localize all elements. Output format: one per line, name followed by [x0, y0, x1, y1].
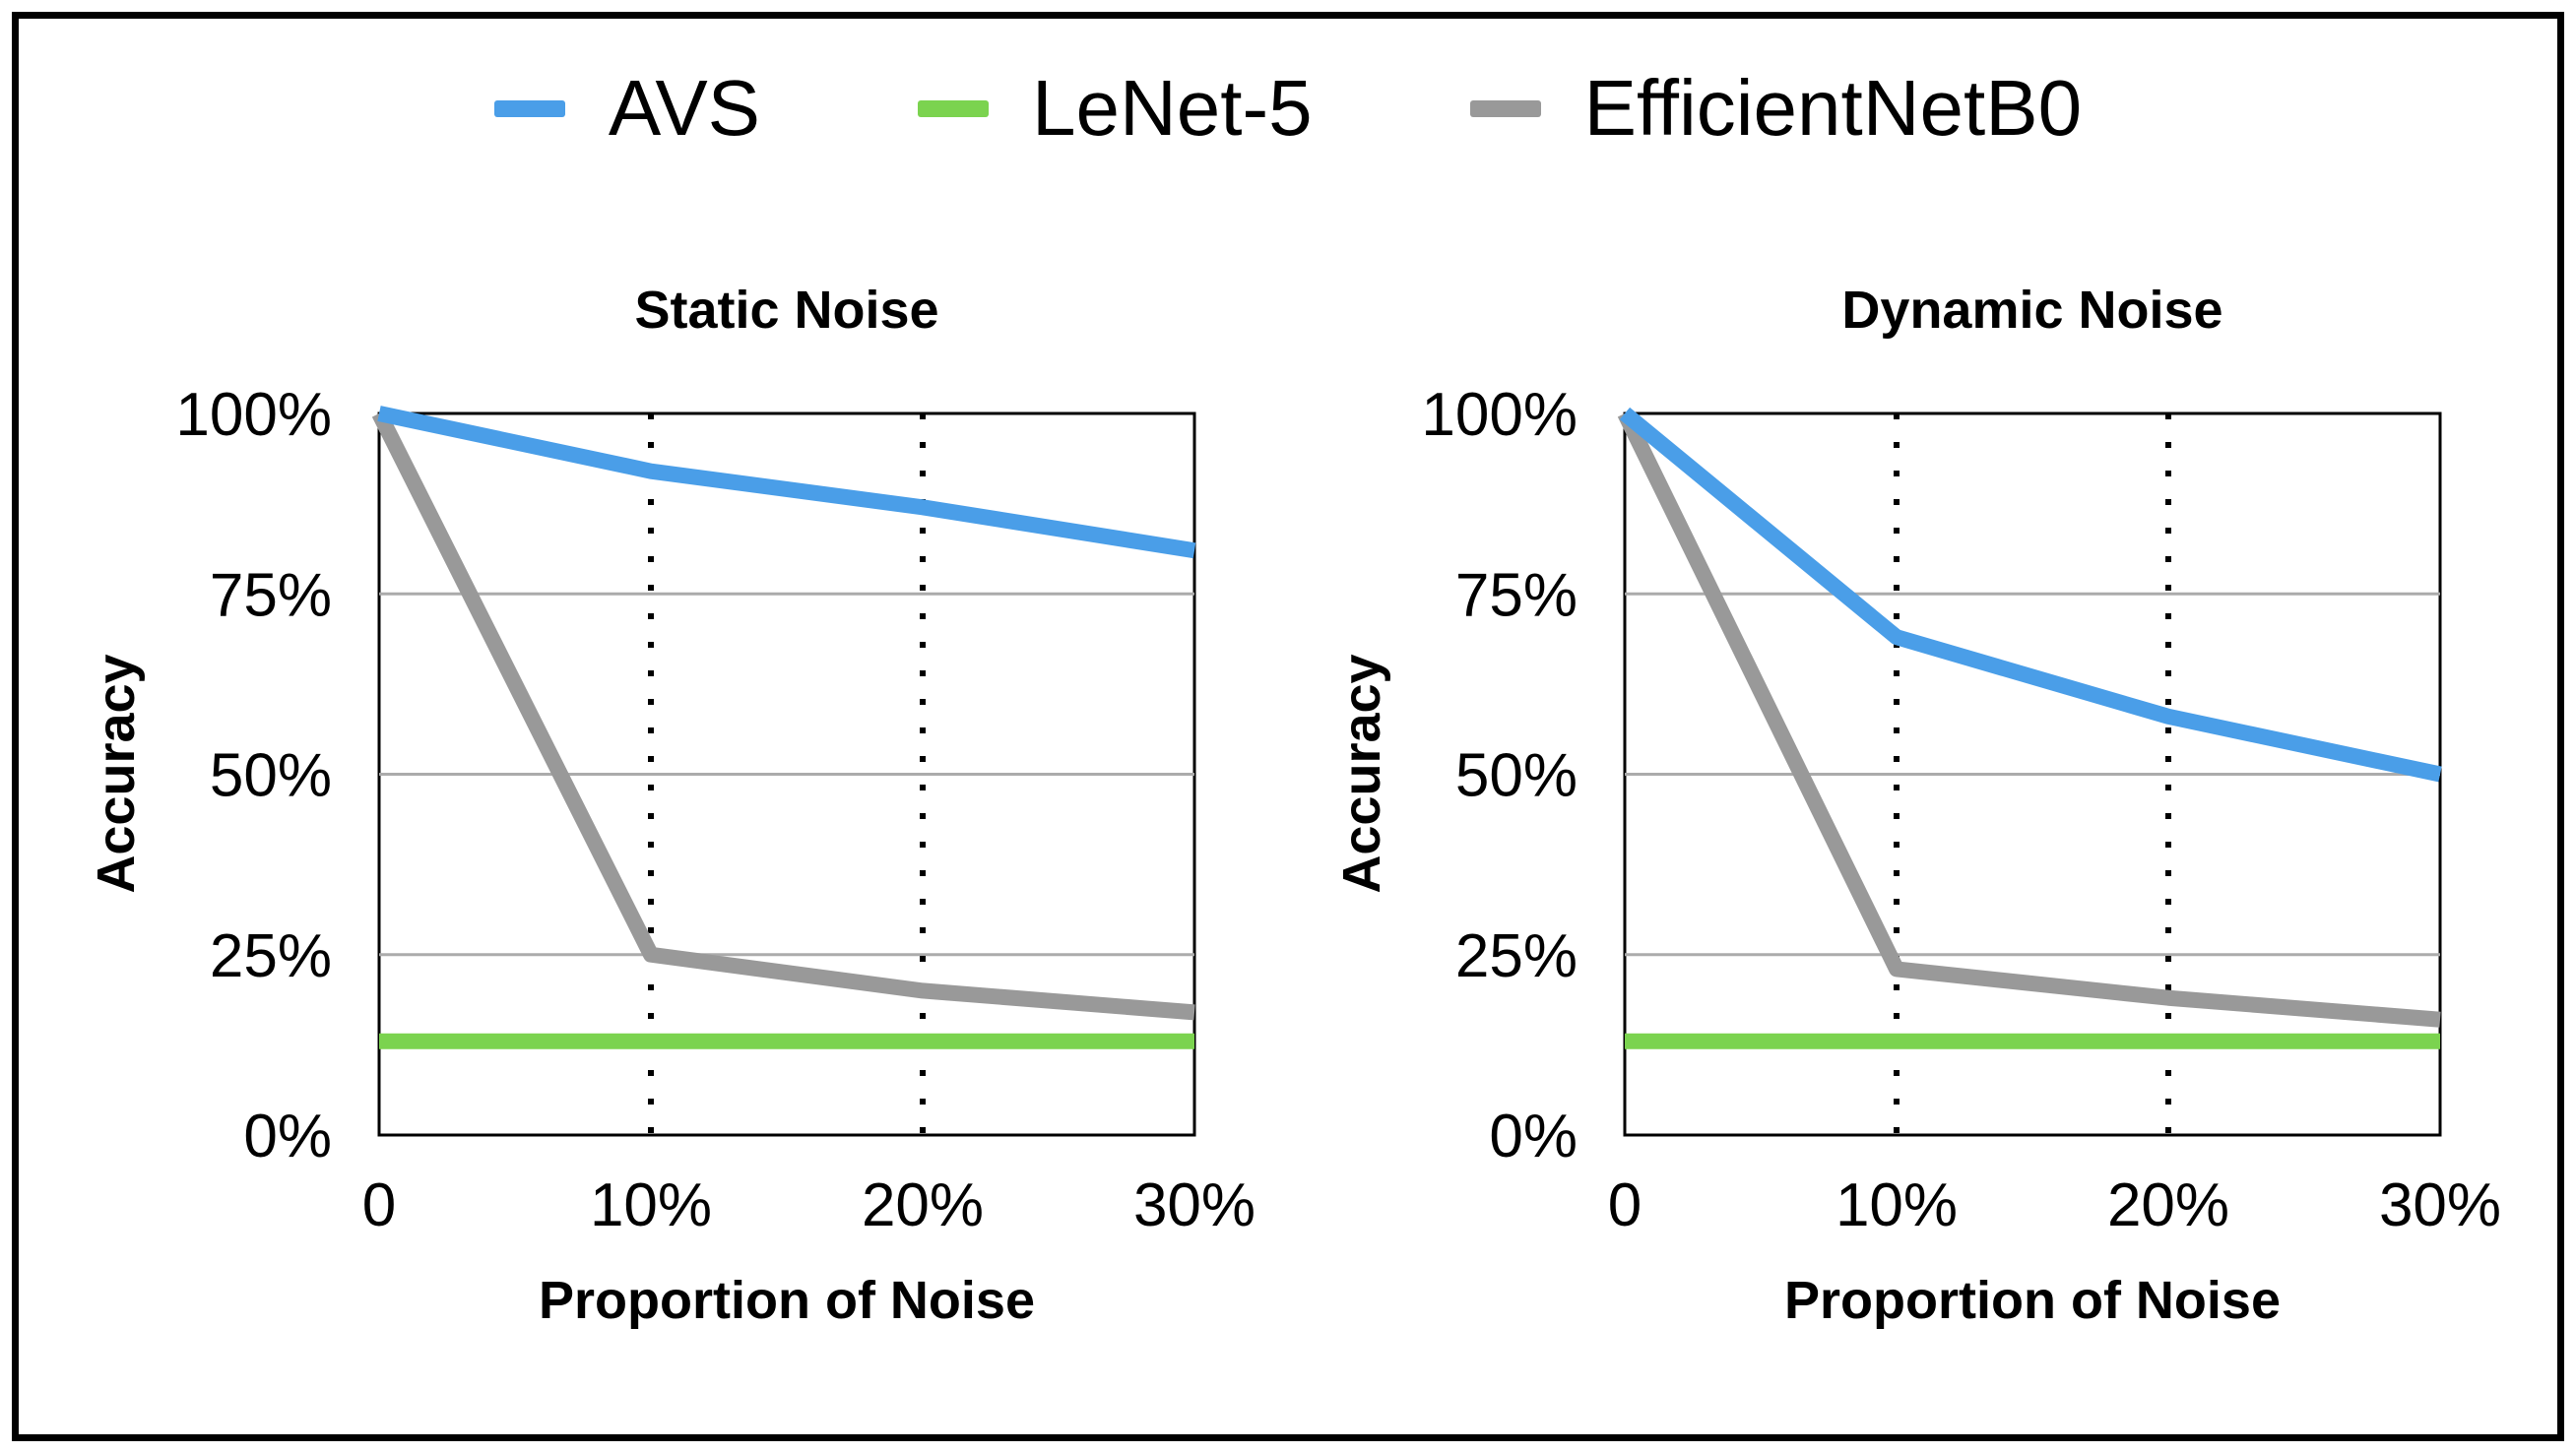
y-tick-label: 0% — [243, 1103, 332, 1170]
static-noise-x-axis-title: Proportion of Noise — [539, 1271, 1035, 1330]
legend-item-lenet5: LeNet-5 — [918, 69, 1313, 148]
x-tick-label: 20% — [2107, 1171, 2229, 1239]
dynamic-noise-title: Dynamic Noise — [1841, 281, 2223, 340]
y-tick-label: 75% — [210, 561, 332, 629]
legend-item-efficientnetb0: EfficientNetB0 — [1469, 64, 2083, 152]
x-tick-label: 0 — [1608, 1171, 1642, 1239]
series-line-efficientnetb0 — [1617, 410, 2441, 1028]
x-tick-label: 10% — [1835, 1171, 1958, 1239]
static-noise-y-axis-title: Accuracy — [87, 654, 146, 894]
efficientnetb0-color-swatch — [1469, 99, 1541, 117]
avs-color-swatch — [493, 99, 565, 117]
legend-label-efficientnetb0: EfficientNetB0 — [1583, 64, 2083, 152]
y-tick-label: 25% — [210, 922, 332, 990]
y-tick-label: 0% — [1489, 1103, 1578, 1170]
x-tick-label: 10% — [590, 1171, 712, 1239]
y-tick-label: 50% — [1455, 742, 1578, 810]
dynamic-noise-y-axis-title: Accuracy — [1332, 654, 1391, 894]
legend-label-lenet5: LeNet-5 — [1032, 64, 1313, 152]
x-tick-label: 20% — [862, 1171, 984, 1239]
static-noise-title: Static Noise — [634, 281, 939, 340]
y-tick-label: 75% — [1455, 561, 1578, 629]
legend: AVS LeNet-5 EfficientNetB0 — [0, 69, 2576, 148]
x-tick-label: 30% — [1133, 1171, 1256, 1239]
x-tick-label: 0 — [362, 1171, 396, 1239]
legend-item-avs: AVS — [493, 64, 761, 152]
y-tick-label: 100% — [1421, 381, 1578, 449]
static-noise-plot: 0% 25% 50% 75% 100% 0 10% 20% 30% — [175, 381, 1256, 1239]
y-tick-label: 50% — [210, 742, 332, 810]
y-tick-label: 25% — [1455, 922, 1578, 990]
series-line-avs — [377, 406, 1196, 559]
series-line-avs — [1619, 407, 2442, 783]
dynamic-noise-plot: 0% 25% 50% 75% 100% 0 10% 20% 30% — [1421, 381, 2501, 1239]
series-line-efficientnetb0 — [371, 410, 1195, 1021]
y-tick-label: 100% — [175, 381, 332, 449]
dynamic-noise-x-axis-title: Proportion of Noise — [1784, 1271, 2281, 1330]
legend-label-avs: AVS — [608, 64, 761, 152]
x-tick-label: 30% — [2379, 1171, 2501, 1239]
lenet5-color-swatch — [918, 99, 990, 117]
